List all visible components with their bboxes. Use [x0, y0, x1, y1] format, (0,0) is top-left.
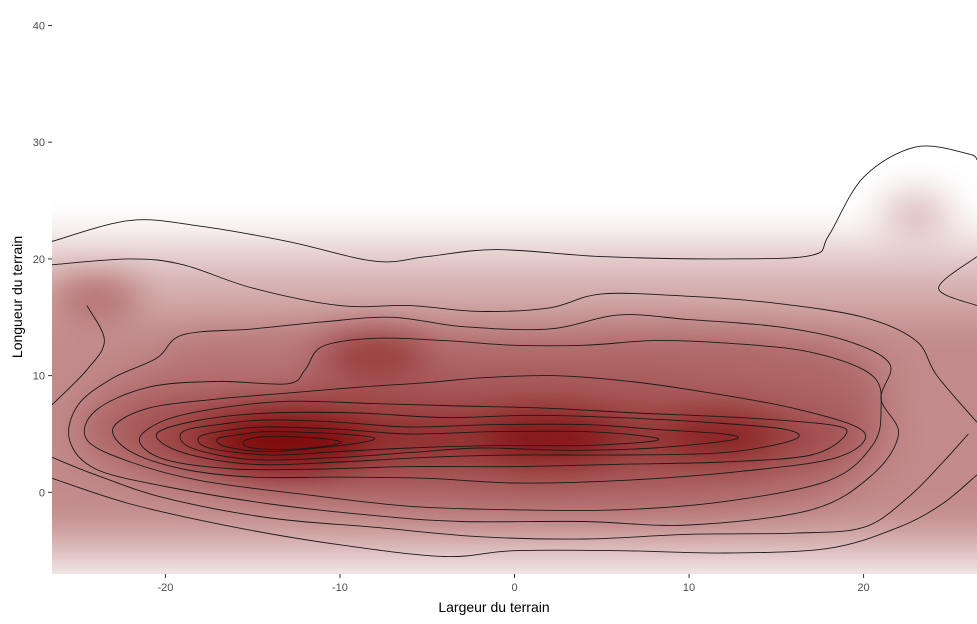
- contour-line: [83, 337, 882, 512]
- y-tick-label: 40: [33, 21, 45, 33]
- x-tick-label: -20: [157, 582, 173, 594]
- contour-line: [112, 375, 866, 484]
- y-axis-title: Longueur du terrain: [9, 236, 25, 358]
- x-tick-label: -10: [332, 582, 348, 594]
- contour-line: [52, 474, 977, 558]
- contour-lines: [52, 145, 977, 558]
- x-axis: -20 -10 0 10 20: [157, 574, 870, 594]
- contour-line: [52, 258, 977, 423]
- density-peak: [323, 331, 426, 373]
- contour-line: [216, 431, 376, 452]
- contour-line: [179, 419, 739, 461]
- x-tick-label: 10: [683, 582, 695, 594]
- contour-line: [938, 256, 977, 307]
- density-blur-group: [52, 195, 977, 574]
- contour-line: [68, 314, 899, 526]
- density-peak: [52, 275, 141, 313]
- contour-line: [52, 305, 105, 406]
- x-tick-label: 20: [857, 582, 869, 594]
- contour-line: [242, 435, 342, 450]
- y-tick-label: 0: [39, 487, 45, 499]
- density-fill: [52, 195, 977, 574]
- y-tick-label: 20: [33, 254, 45, 266]
- y-tick-label: 10: [33, 371, 45, 383]
- contour-line: [138, 400, 848, 471]
- contour-line: [197, 426, 660, 456]
- density-peak: [483, 413, 616, 465]
- contour-line: [155, 411, 800, 466]
- y-axis: 0 10 20 30 40: [33, 21, 52, 499]
- x-axis-title: Largeur du terrain: [438, 599, 549, 615]
- y-tick-label: 30: [33, 137, 45, 149]
- x-tick-label: 0: [511, 582, 517, 594]
- density-peak: [878, 195, 953, 229]
- contour-line: [52, 145, 977, 263]
- contour-line: [52, 433, 969, 540]
